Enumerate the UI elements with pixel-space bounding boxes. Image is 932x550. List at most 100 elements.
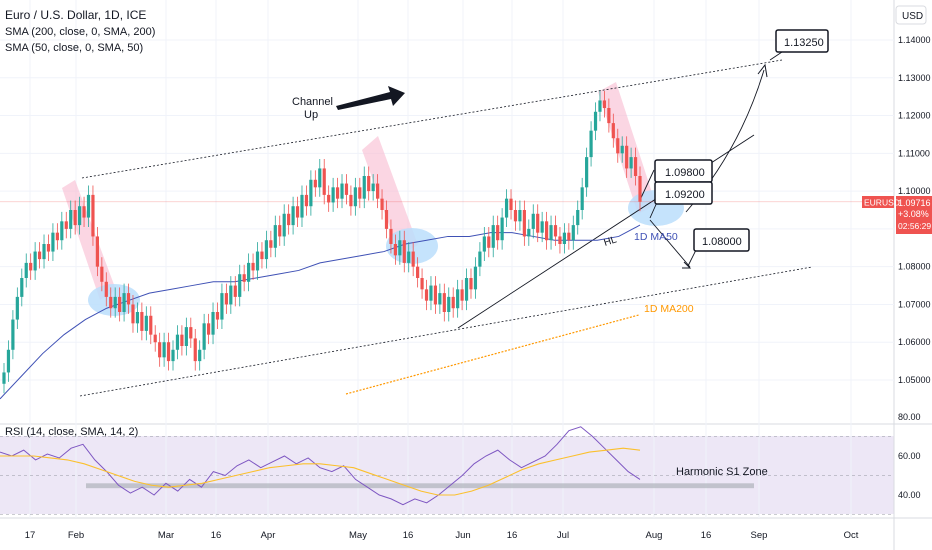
target-low-callout: 1.08000 <box>693 228 750 252</box>
candle-body <box>78 206 82 226</box>
time-tick-label: Oct <box>844 530 859 541</box>
price-tick-label: 1.14000 <box>898 35 931 45</box>
candle-body <box>567 232 571 241</box>
time-tick-label: Jun <box>455 530 470 541</box>
time-tick-label: Aug <box>646 530 663 541</box>
candle-body <box>398 240 402 256</box>
candle-body <box>531 213 535 229</box>
candle-body <box>153 334 157 343</box>
candle-body <box>233 285 237 297</box>
price-pane[interactable] <box>0 0 894 418</box>
candle-body <box>460 289 464 301</box>
candle-body <box>424 289 429 301</box>
currency-label[interactable]: USD <box>902 11 923 22</box>
candle-body <box>109 296 113 309</box>
candle-body <box>33 251 37 271</box>
candle-body <box>553 225 558 237</box>
channel-text-2: Up <box>304 109 318 121</box>
rsi-ma-line <box>0 447 641 496</box>
candle-body <box>184 327 188 346</box>
sma200-legend[interactable]: SMA (200, close, 0, SMA, 200) <box>5 26 156 38</box>
level-2-callout: 1.09200 <box>654 181 713 205</box>
candle-body <box>42 244 46 260</box>
rsi-legend[interactable]: RSI (14, close, SMA, 14, 2) <box>5 426 139 438</box>
time-tick-label: Feb <box>68 530 84 541</box>
candle-body <box>189 327 193 339</box>
rsi-series <box>0 426 641 506</box>
time-tick-label: 16 <box>701 530 712 541</box>
candle-body <box>73 210 77 226</box>
rsi-tick-label: 80.00 <box>898 412 921 422</box>
candle-body <box>322 168 326 195</box>
hl-label: HL <box>603 234 619 249</box>
candle-body <box>202 323 206 350</box>
candle-body <box>86 194 91 218</box>
candle-body <box>15 296 19 320</box>
candle-body <box>131 304 135 324</box>
chart-title[interactable]: Euro / U.S. Dollar, 1D, ICE <box>5 8 147 22</box>
candle-body <box>509 198 513 210</box>
candle-body <box>264 240 269 260</box>
candle-body <box>171 349 175 362</box>
candle-body <box>60 221 64 241</box>
candle-body <box>522 210 526 237</box>
candle-body <box>349 194 353 207</box>
candle-body <box>224 293 228 305</box>
time-tick-label: Jul <box>557 530 569 541</box>
candle-body <box>304 194 309 207</box>
candle-body <box>260 251 264 260</box>
callout-pointer <box>769 51 783 61</box>
time-axis[interactable]: 17 Feb Mar 16 Apr May 16 Jun 16 Jul Aug 16 Sep Oct <box>25 530 859 541</box>
candle-body <box>558 236 562 244</box>
candle-body <box>580 187 584 210</box>
time-tick-label: 16 <box>507 530 518 541</box>
price-tick-label: 1.07000 <box>898 299 931 309</box>
candle-body <box>487 236 491 248</box>
candlestick-series[interactable] <box>2 91 642 394</box>
candle-body <box>118 296 122 312</box>
candle-body <box>175 334 180 350</box>
candle-body <box>211 312 215 335</box>
grid-lines <box>0 0 894 518</box>
candle-body <box>482 236 486 252</box>
candle-body <box>545 221 549 241</box>
sma50-legend[interactable]: SMA (50, close, 0, SMA, 50) <box>5 42 144 54</box>
candle-body <box>589 130 593 158</box>
candle-body <box>6 349 11 373</box>
candle-body <box>29 262 33 271</box>
candle-body <box>611 123 615 139</box>
candle-body <box>100 266 104 282</box>
level-2-text: 1.09200 <box>665 189 705 201</box>
candle-body <box>104 281 108 297</box>
candle-body <box>593 111 598 131</box>
red-highlight-zone <box>362 136 418 255</box>
candle-body <box>500 217 504 241</box>
arrowhead-down-icon <box>682 261 692 269</box>
candle-body <box>282 213 286 237</box>
candle-body <box>393 244 397 256</box>
candle-body <box>11 319 15 350</box>
candle-body <box>549 225 553 241</box>
candle-body <box>291 206 295 226</box>
target-high-callout: 1.13250 <box>775 29 829 53</box>
candle-body <box>331 187 335 203</box>
time-tick-label: Apr <box>261 530 276 541</box>
candle-body <box>562 232 566 244</box>
candle-body <box>122 293 126 312</box>
time-tick-label: Sep <box>751 530 768 541</box>
candle-body <box>206 323 211 335</box>
candle-body <box>598 100 602 112</box>
candle-body <box>638 176 642 202</box>
badge-countdown: 02:56:29 <box>898 221 931 231</box>
candle-body <box>340 183 344 199</box>
candle-body <box>251 262 255 271</box>
candle-body <box>327 194 331 203</box>
candle-body <box>46 244 51 252</box>
candle-body <box>633 157 638 176</box>
harmonic-label: Harmonic S1 Zone <box>676 466 768 478</box>
candle-body <box>384 210 389 229</box>
candle-body <box>491 225 495 248</box>
currency-box[interactable] <box>895 5 927 25</box>
candle-body <box>380 198 384 210</box>
